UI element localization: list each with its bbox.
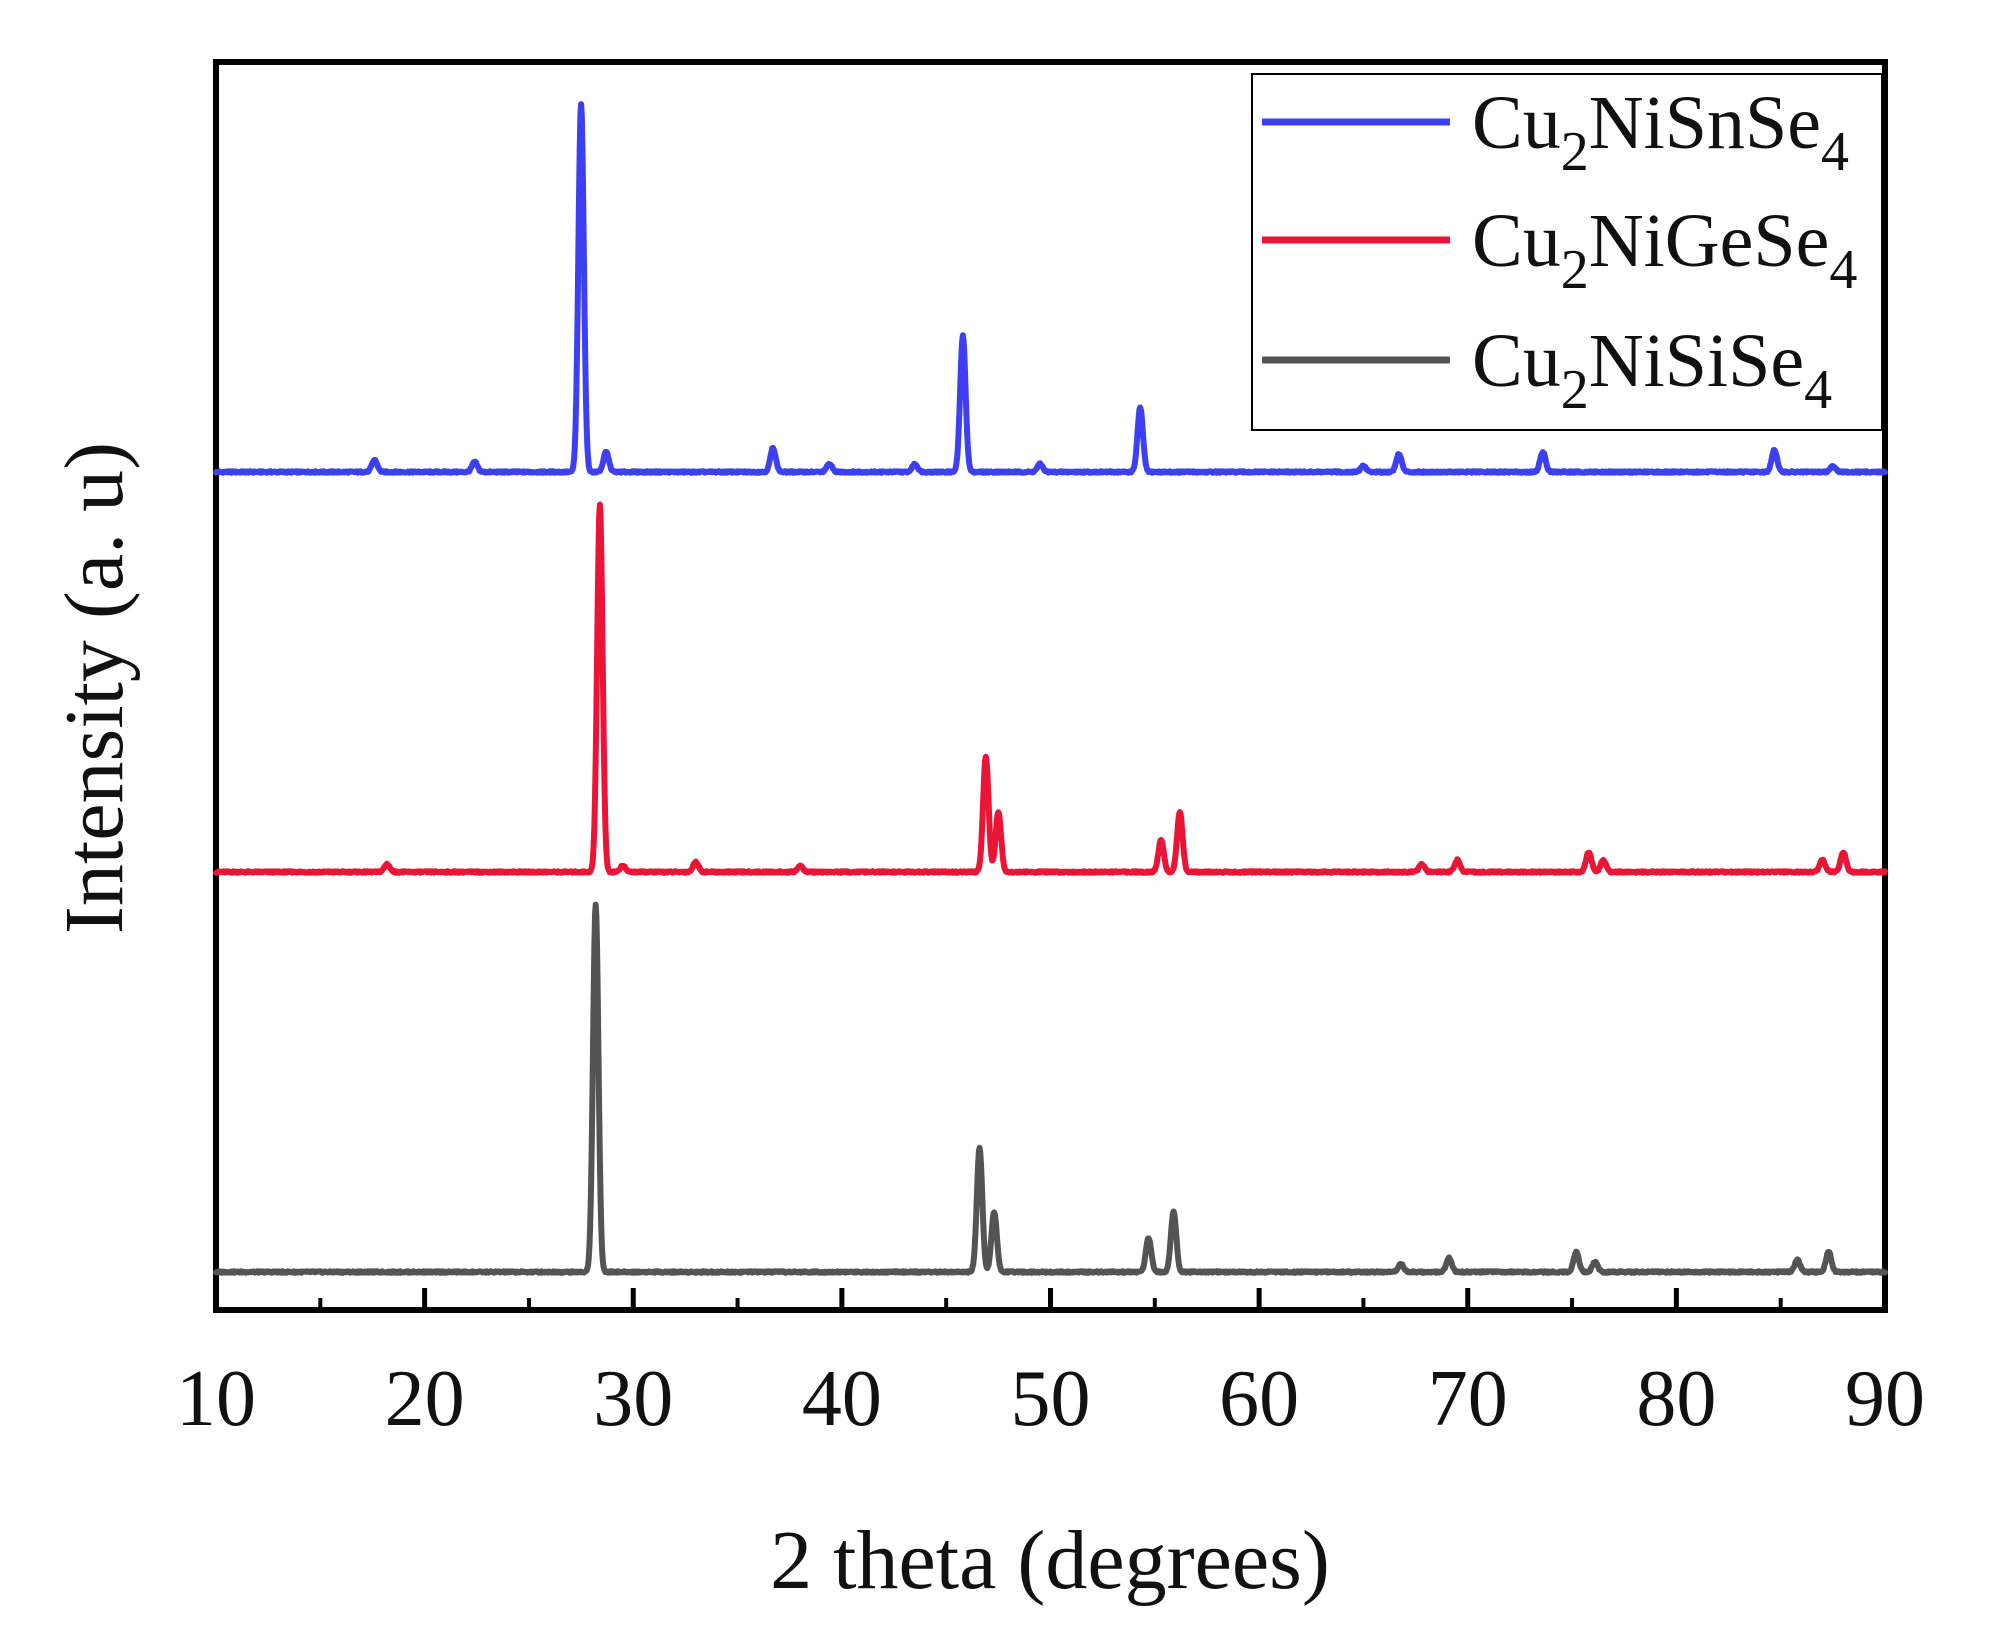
x-axis-ticks <box>213 1288 1888 1310</box>
x-tick-label-30: 30 <box>593 1355 673 1443</box>
x-tick-label-80: 80 <box>1636 1355 1716 1443</box>
series-layer <box>213 101 1888 1276</box>
legend: Cu2NiSnSe4 Cu2NiGeSe4 Cu2NiSiSe4 <box>1251 73 1883 431</box>
x-tick-label-90: 90 <box>1845 1355 1925 1443</box>
x-axis-tick-labels: 10 20 30 40 50 60 70 80 90 <box>176 1355 1925 1443</box>
legend-label-Cu2NiSnSe4: Cu2NiSnSe4 <box>1472 81 1849 183</box>
x-axis-label: 2 theta (degrees) <box>770 1514 1330 1607</box>
legend-label-Cu2NiSiSe4: Cu2NiSiSe4 <box>1472 319 1832 421</box>
legend-entries: Cu2NiSnSe4 Cu2NiGeSe4 Cu2NiSiSe4 <box>1262 81 1857 421</box>
x-tick-label-40: 40 <box>802 1355 882 1443</box>
x-tick-label-10: 10 <box>176 1355 256 1443</box>
legend-box <box>1251 73 1883 431</box>
series-line-Cu2NiSnSe4 <box>213 101 1888 476</box>
series-line-Cu2NiGeSe4 <box>213 501 1888 876</box>
x-tick-label-50: 50 <box>1011 1355 1091 1443</box>
legend-label-Cu2NiGeSe4: Cu2NiGeSe4 <box>1472 199 1857 301</box>
y-axis-label: Intensity (a. u) <box>48 442 141 934</box>
series-line-Cu2NiSiSe4 <box>213 901 1888 1276</box>
x-tick-label-60: 60 <box>1219 1355 1299 1443</box>
x-tick-label-20: 20 <box>385 1355 465 1443</box>
x-tick-label-70: 70 <box>1428 1355 1508 1443</box>
